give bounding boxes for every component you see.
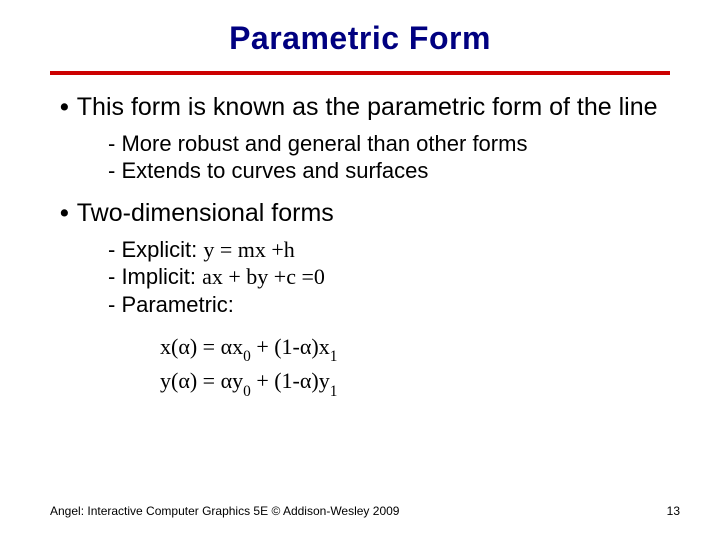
formula-part: y(α) = αy <box>160 368 243 393</box>
footer-attribution: Angel: Interactive Computer Graphics 5E … <box>50 504 399 518</box>
bullet-text: This form is known as the parametric for… <box>77 93 658 122</box>
sub-item: - More robust and general than other for… <box>108 130 660 158</box>
sub-item: - Implicit: ax + by +c =0 <box>108 263 660 291</box>
subscript: 0 <box>243 383 251 400</box>
sub-item: - Parametric: <box>108 291 660 319</box>
bullet-text: Two-dimensional forms <box>77 199 334 228</box>
page-number: 13 <box>667 504 680 518</box>
formula-line: x(α) = αx0 + (1-α)x1 <box>160 332 660 366</box>
formula-block: x(α) = αx0 + (1-α)x1 y(α) = αy0 + (1-α)y… <box>60 332 660 400</box>
title-rule <box>50 71 670 75</box>
sub-list: - Explicit: y = mx +h - Implicit: ax + b… <box>60 236 660 319</box>
formula-line: y(α) = αy0 + (1-α)y1 <box>160 366 660 400</box>
sub-item: - Explicit: y = mx +h <box>108 236 660 264</box>
formula-part: + (1-α)x <box>251 334 330 359</box>
subscript: 1 <box>330 383 338 400</box>
bullet-item: • Two-dimensional forms <box>60 199 660 228</box>
sub-prefix: - Explicit: <box>108 237 203 262</box>
bullet-item: • This form is known as the parametric f… <box>60 93 660 122</box>
math-inline: y = mx +h <box>203 237 294 262</box>
sub-list: - More robust and general than other for… <box>60 130 660 185</box>
bullet-glyph: • <box>60 199 69 228</box>
math-inline: ax + by +c =0 <box>202 264 325 289</box>
sub-prefix: - Implicit: <box>108 264 202 289</box>
bullet-glyph: • <box>60 93 69 122</box>
subscript: 0 <box>243 348 251 365</box>
subscript: 1 <box>330 348 338 365</box>
formula-part: + (1-α)y <box>251 368 330 393</box>
sub-item: - Extends to curves and surfaces <box>108 157 660 185</box>
slide-body: • This form is known as the parametric f… <box>50 93 670 400</box>
formula-part: x(α) = αx <box>160 334 243 359</box>
slide: Parametric Form • This form is known as … <box>0 0 720 540</box>
slide-title: Parametric Form <box>50 20 670 57</box>
